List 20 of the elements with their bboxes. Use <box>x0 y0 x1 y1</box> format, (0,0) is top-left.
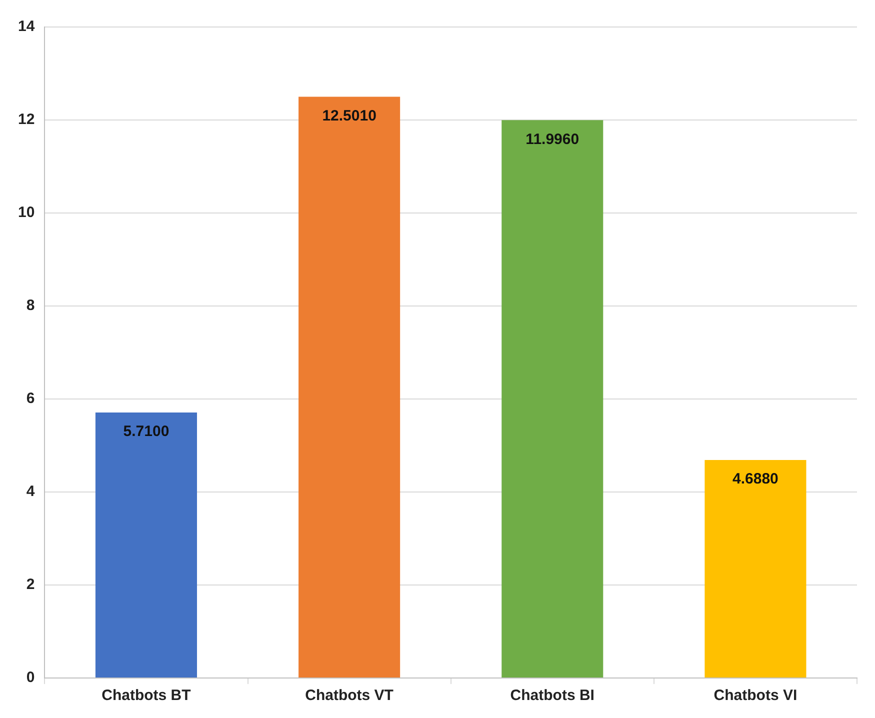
y-tick-label: 12 <box>18 111 35 128</box>
x-tick-label: Chatbots VT <box>305 687 394 704</box>
y-tick-label: 0 <box>26 669 35 686</box>
y-tick-label: 14 <box>18 18 36 36</box>
data-label: 12.5010 <box>322 107 376 124</box>
bar <box>95 412 197 678</box>
x-tick-label: Chatbots BT <box>102 687 191 704</box>
x-tick-label: Chatbots BI <box>510 687 594 704</box>
bar <box>298 96 400 678</box>
data-label: 5.7100 <box>123 423 170 440</box>
y-tick-label: 10 <box>18 204 35 222</box>
y-tick-label: 6 <box>26 390 35 408</box>
y-tick-label: 4 <box>26 483 36 500</box>
y-tick-label: 8 <box>26 297 35 314</box>
bar <box>704 460 806 678</box>
x-tick-label: Chatbots VI <box>714 687 798 704</box>
data-label: 4.6880 <box>732 470 778 488</box>
y-tick-label: 2 <box>26 576 35 594</box>
bar <box>502 120 604 678</box>
data-label: 11.9960 <box>526 130 580 148</box>
